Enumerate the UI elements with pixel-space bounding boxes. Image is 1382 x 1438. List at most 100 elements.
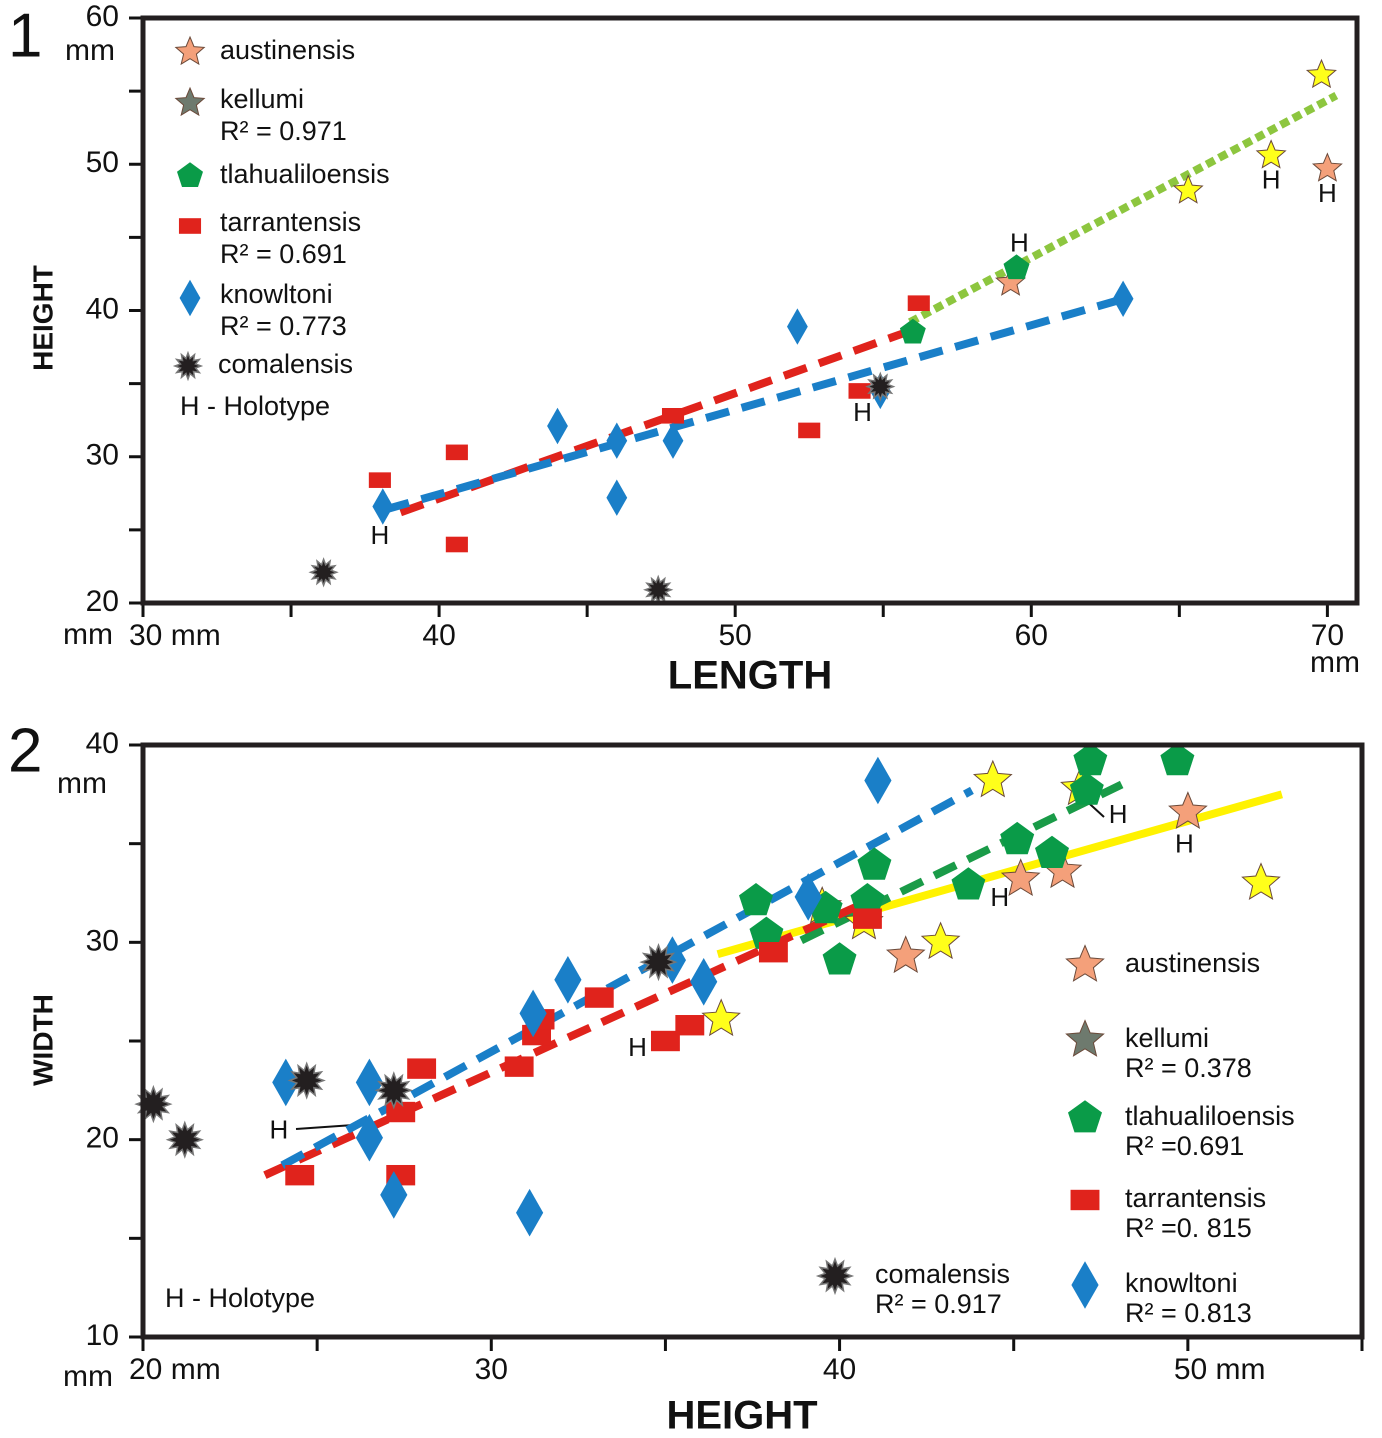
point [407,1058,437,1079]
annotation: H [1010,228,1029,258]
point [662,422,684,459]
trend-line [384,293,1131,514]
unit-label: mm [1310,646,1360,679]
point [658,936,686,984]
y-tick-label: 30 [86,439,119,472]
point [899,318,926,344]
point [584,987,614,1008]
legend-label: austinensis [220,35,355,65]
legend-r2: R² =0.691 [1125,1131,1244,1161]
point [758,942,788,963]
point [822,942,857,975]
legend-label: tlahualiloensis [1125,1101,1295,1131]
legend-label: knowltoni [220,279,333,309]
point [285,1164,315,1186]
point [848,383,871,399]
x-axis-title: LENGTH [668,654,832,698]
legend-label: kellumi [1125,1023,1209,1053]
legend-marker [1070,1189,1100,1211]
point [787,308,808,345]
point [165,1120,204,1159]
legend-marker [1071,1261,1099,1309]
point [639,942,678,982]
y-tick-label: 50 [86,146,119,179]
x-tick-label: 40 [823,1353,856,1386]
point [504,1056,534,1077]
annotation: H [370,520,389,550]
point [701,998,741,1037]
trend-line [280,786,974,1169]
legend-marker [177,162,203,187]
x-tick-label: 50 mm [1174,1353,1266,1386]
unit-label: mm [57,767,107,800]
y-axis-title: WIDTH [27,994,58,1086]
point [380,1171,408,1219]
point [606,479,628,516]
point [1003,254,1030,280]
panel-number: 2 [8,716,42,785]
legend-r2: R² = 0.917 [875,1289,1002,1319]
legend-marker [172,350,204,382]
point [308,557,339,588]
annotation: H [269,1115,288,1145]
point [368,472,391,488]
point [1305,58,1337,89]
legend-label: tarrantensis [1125,1183,1266,1213]
point [852,908,882,929]
point [386,1101,416,1123]
x-tick-label: 30 [475,1353,508,1386]
y-tick-label: 60 [86,0,119,33]
legend-label: tarrantensis [220,207,361,237]
legend-marker [174,86,206,117]
point [372,488,394,525]
panel-number: 1 [8,1,42,70]
point [850,883,885,916]
trend-line [908,91,1339,326]
point [287,1061,326,1100]
y-tick-label: 40 [86,727,119,760]
legend-r2: R² = 0.691 [220,239,347,269]
y-tick-label: 30 [86,924,119,957]
point [1035,835,1069,868]
x-axis-title: HEIGHT [666,1394,817,1438]
point [1112,280,1134,317]
legend-marker [1065,944,1105,982]
annotation: H [628,1032,647,1062]
point [920,921,961,960]
annotation: H [853,397,872,427]
point [445,444,468,461]
legend-r2: R² = 0.773 [220,311,347,341]
point [134,1084,173,1124]
legend-label: tlahualiloensis [220,159,390,189]
annotation: H [1175,829,1194,859]
legend-marker [1068,1100,1102,1133]
point [547,407,568,445]
point [1311,152,1343,182]
point [1255,139,1287,169]
annotation: H [990,882,1009,912]
y-tick-label: 20 [86,1122,119,1155]
point [675,1015,705,1036]
legend-label: comalensis [875,1259,1010,1289]
legend-marker [1065,1019,1105,1057]
y-tick-label: 20 [86,585,119,618]
point [865,371,896,402]
legend-r2: R² = 0.971 [220,116,347,146]
point [374,1071,413,1110]
unit-label: mm [63,1360,113,1393]
point [798,422,821,439]
point [1241,862,1281,900]
legend-marker [179,279,201,317]
annotation: H [1109,799,1128,829]
point [1160,742,1195,776]
legend-marker [174,35,206,66]
plot-frame [140,742,1365,1340]
legend-r2: R² = 0.378 [1125,1053,1252,1083]
point [519,989,547,1038]
point [972,759,1013,798]
point [606,422,628,459]
point [885,935,926,974]
y-tick-label: 10 [86,1319,119,1352]
point [857,847,892,880]
